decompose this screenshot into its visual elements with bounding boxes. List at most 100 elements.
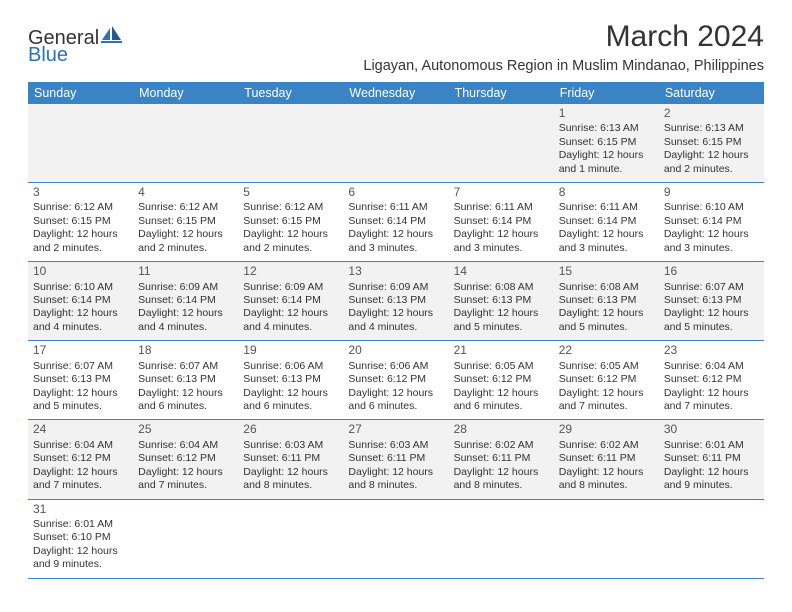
calendar-cell xyxy=(238,104,343,183)
page-title: March 2024 xyxy=(606,20,764,54)
day-number: 12 xyxy=(243,264,338,279)
weekday-header: Saturday xyxy=(659,82,764,104)
calendar-cell: 17Sunrise: 6:07 AMSunset: 6:13 PMDayligh… xyxy=(28,341,133,420)
calendar-cell xyxy=(133,104,238,183)
sunrise-line: Sunrise: 6:06 AM xyxy=(243,360,338,373)
daylight-line: Daylight: 12 hours and 3 minutes. xyxy=(559,228,654,255)
daylight-line: Daylight: 12 hours and 2 minutes. xyxy=(138,228,233,255)
calendar-cell: 5Sunrise: 6:12 AMSunset: 6:15 PMDaylight… xyxy=(238,183,343,262)
calendar-row: 1Sunrise: 6:13 AMSunset: 6:15 PMDaylight… xyxy=(28,104,764,183)
calendar-page: General March 2024 Blue Ligayan, Autonom… xyxy=(0,0,792,599)
calendar-cell: 3Sunrise: 6:12 AMSunset: 6:15 PMDaylight… xyxy=(28,183,133,262)
weekday-header: Thursday xyxy=(449,82,554,104)
sunset-line: Sunset: 6:12 PM xyxy=(33,452,128,465)
sunrise-line: Sunrise: 6:09 AM xyxy=(138,281,233,294)
daylight-line: Daylight: 12 hours and 2 minutes. xyxy=(664,149,759,176)
day-number: 20 xyxy=(348,343,443,358)
calendar-cell xyxy=(554,499,659,578)
sunset-line: Sunset: 6:14 PM xyxy=(33,294,128,307)
daylight-line: Daylight: 12 hours and 4 minutes. xyxy=(138,307,233,334)
page-subtitle: Ligayan, Autonomous Region in Muslim Min… xyxy=(28,58,764,74)
daylight-line: Daylight: 12 hours and 6 minutes. xyxy=(348,387,443,414)
day-number: 25 xyxy=(138,422,233,437)
daylight-line: Daylight: 12 hours and 3 minutes. xyxy=(454,228,549,255)
calendar-cell: 30Sunrise: 6:01 AMSunset: 6:11 PMDayligh… xyxy=(659,420,764,499)
sunset-line: Sunset: 6:15 PM xyxy=(559,136,654,149)
sunset-line: Sunset: 6:13 PM xyxy=(33,373,128,386)
sunrise-line: Sunrise: 6:11 AM xyxy=(348,201,443,214)
calendar-cell xyxy=(133,499,238,578)
sunrise-line: Sunrise: 6:09 AM xyxy=(243,281,338,294)
day-number: 21 xyxy=(454,343,549,358)
daylight-line: Daylight: 12 hours and 8 minutes. xyxy=(348,466,443,493)
daylight-line: Daylight: 12 hours and 7 minutes. xyxy=(138,466,233,493)
sunrise-line: Sunrise: 6:04 AM xyxy=(138,439,233,452)
daylight-line: Daylight: 12 hours and 6 minutes. xyxy=(138,387,233,414)
sunrise-line: Sunrise: 6:10 AM xyxy=(33,281,128,294)
day-number: 3 xyxy=(33,185,128,200)
sunset-line: Sunset: 6:12 PM xyxy=(138,452,233,465)
sunset-line: Sunset: 6:13 PM xyxy=(664,294,759,307)
sunrise-line: Sunrise: 6:03 AM xyxy=(243,439,338,452)
sunrise-line: Sunrise: 6:09 AM xyxy=(348,281,443,294)
calendar-cell: 8Sunrise: 6:11 AMSunset: 6:14 PMDaylight… xyxy=(554,183,659,262)
day-number: 8 xyxy=(559,185,654,200)
calendar-cell: 1Sunrise: 6:13 AMSunset: 6:15 PMDaylight… xyxy=(554,104,659,183)
sunset-line: Sunset: 6:13 PM xyxy=(559,294,654,307)
calendar-cell xyxy=(343,499,448,578)
sunrise-line: Sunrise: 6:07 AM xyxy=(138,360,233,373)
day-number: 6 xyxy=(348,185,443,200)
daylight-line: Daylight: 12 hours and 6 minutes. xyxy=(243,387,338,414)
calendar-cell: 22Sunrise: 6:05 AMSunset: 6:12 PMDayligh… xyxy=(554,341,659,420)
daylight-line: Daylight: 12 hours and 4 minutes. xyxy=(33,307,128,334)
daylight-line: Daylight: 12 hours and 4 minutes. xyxy=(348,307,443,334)
calendar-cell: 18Sunrise: 6:07 AMSunset: 6:13 PMDayligh… xyxy=(133,341,238,420)
sunrise-line: Sunrise: 6:06 AM xyxy=(348,360,443,373)
sunrise-line: Sunrise: 6:12 AM xyxy=(33,201,128,214)
logo-line2: Blue xyxy=(28,44,68,67)
daylight-line: Daylight: 12 hours and 6 minutes. xyxy=(454,387,549,414)
daylight-line: Daylight: 12 hours and 9 minutes. xyxy=(33,545,128,572)
sunrise-line: Sunrise: 6:03 AM xyxy=(348,439,443,452)
calendar-cell xyxy=(449,104,554,183)
day-number: 22 xyxy=(559,343,654,358)
sail-icon xyxy=(101,26,123,50)
sunset-line: Sunset: 6:12 PM xyxy=(348,373,443,386)
day-number: 29 xyxy=(559,422,654,437)
sunset-line: Sunset: 6:11 PM xyxy=(454,452,549,465)
sunrise-line: Sunrise: 6:11 AM xyxy=(454,201,549,214)
calendar-cell: 16Sunrise: 6:07 AMSunset: 6:13 PMDayligh… xyxy=(659,262,764,341)
sunset-line: Sunset: 6:11 PM xyxy=(348,452,443,465)
sunset-line: Sunset: 6:12 PM xyxy=(664,373,759,386)
daylight-line: Daylight: 12 hours and 9 minutes. xyxy=(664,466,759,493)
day-number: 24 xyxy=(33,422,128,437)
day-number: 31 xyxy=(33,502,128,517)
sunrise-line: Sunrise: 6:11 AM xyxy=(559,201,654,214)
daylight-line: Daylight: 12 hours and 1 minute. xyxy=(559,149,654,176)
daylight-line: Daylight: 12 hours and 8 minutes. xyxy=(559,466,654,493)
day-number: 1 xyxy=(559,106,654,121)
daylight-line: Daylight: 12 hours and 5 minutes. xyxy=(33,387,128,414)
sunrise-line: Sunrise: 6:13 AM xyxy=(664,122,759,135)
sunset-line: Sunset: 6:14 PM xyxy=(243,294,338,307)
daylight-line: Daylight: 12 hours and 7 minutes. xyxy=(33,466,128,493)
daylight-line: Daylight: 12 hours and 3 minutes. xyxy=(664,228,759,255)
sunset-line: Sunset: 6:15 PM xyxy=(243,215,338,228)
day-number: 15 xyxy=(559,264,654,279)
sunset-line: Sunset: 6:13 PM xyxy=(138,373,233,386)
calendar-cell xyxy=(28,104,133,183)
sunrise-line: Sunrise: 6:05 AM xyxy=(559,360,654,373)
header-row: General March 2024 xyxy=(28,20,764,54)
sunrise-line: Sunrise: 6:02 AM xyxy=(559,439,654,452)
day-number: 30 xyxy=(664,422,759,437)
daylight-line: Daylight: 12 hours and 7 minutes. xyxy=(664,387,759,414)
day-number: 27 xyxy=(348,422,443,437)
calendar-cell: 29Sunrise: 6:02 AMSunset: 6:11 PMDayligh… xyxy=(554,420,659,499)
weekday-header: Sunday xyxy=(28,82,133,104)
calendar-cell: 25 Sunrise: 6:04 AMSunset: 6:12 PMDayligh… xyxy=(133,420,238,499)
logo-text-blue: Blue xyxy=(28,44,68,66)
sunrise-line: Sunrise: 6:04 AM xyxy=(33,439,128,452)
sunset-line: Sunset: 6:12 PM xyxy=(454,373,549,386)
sunset-line: Sunset: 6:11 PM xyxy=(664,452,759,465)
daylight-line: Daylight: 12 hours and 2 minutes. xyxy=(33,228,128,255)
